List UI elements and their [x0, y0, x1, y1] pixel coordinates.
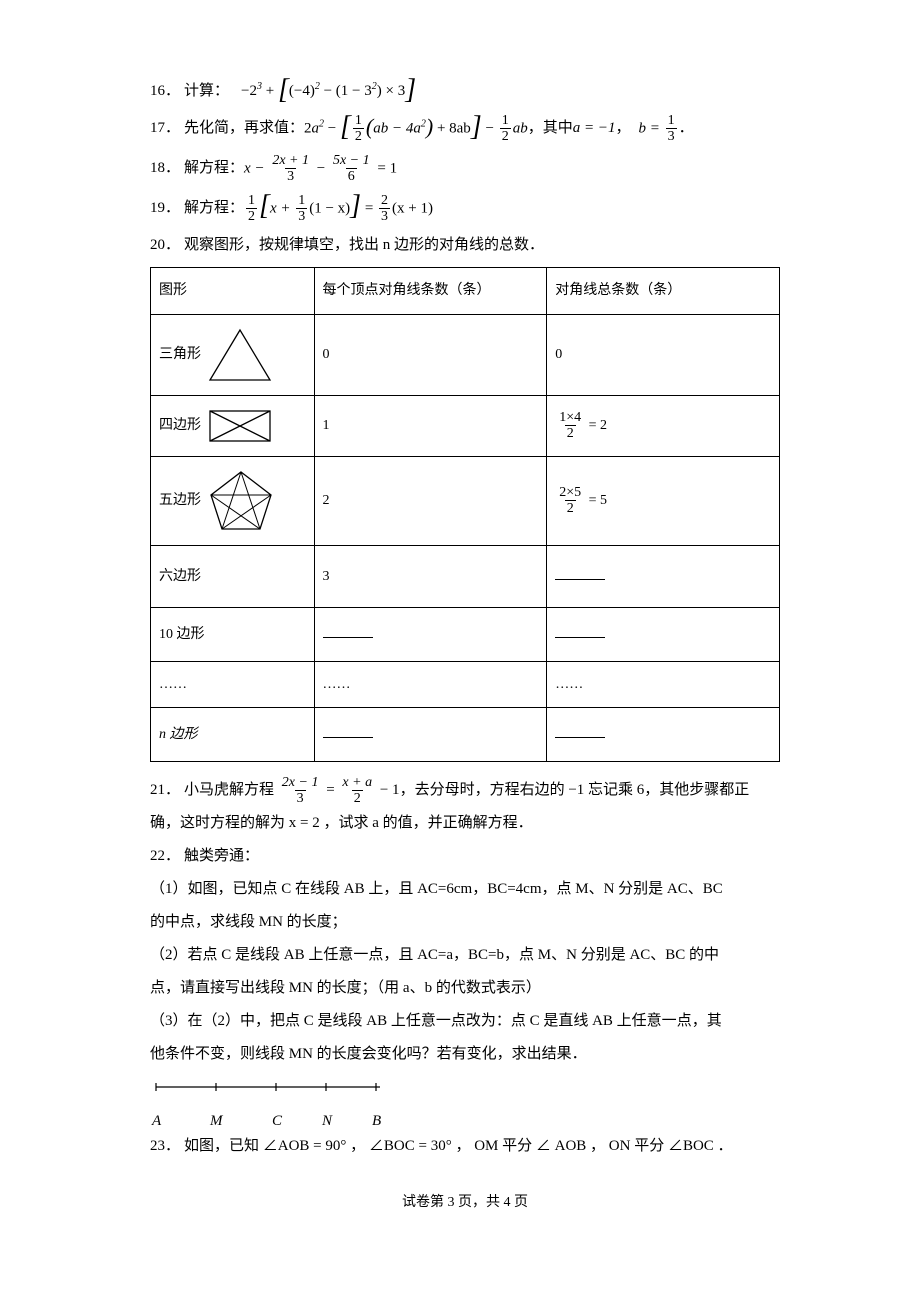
- question-18: 18． 解方程： x − 2x + 13 − 5x − 16 = 1: [150, 153, 780, 185]
- question-17: 17． 先化简，再求值： 2a2 − [12(ab − 4a2) + 8ab] …: [150, 113, 780, 145]
- cell: 0: [314, 314, 547, 395]
- q19-number: 19．: [150, 195, 180, 222]
- cell: n 边形: [151, 708, 315, 762]
- triangle-icon: [205, 325, 275, 385]
- q21-number: 21．: [150, 782, 180, 798]
- q21-line2: 确，这时方程的解为 x = 2 ，试求 a 的值，并正确解方程．: [150, 807, 780, 840]
- cell-blank: [314, 708, 547, 762]
- quadrilateral-icon: [205, 406, 275, 446]
- q17-number: 17．: [150, 115, 180, 142]
- cell: 2×52 = 5: [547, 456, 780, 545]
- table-row: …… …… ……: [151, 661, 780, 707]
- q19-label: 解方程：: [184, 195, 244, 222]
- table-row: n 边形: [151, 708, 780, 762]
- segment-icon: [150, 1077, 390, 1111]
- table-header-row: 图形 每个顶点对角线条数（条） 对角线总条数（条）: [151, 268, 780, 314]
- label-C: C: [272, 1105, 282, 1138]
- q22-p2: （2）若点 C 是线段 AB 上任意一点，且 AC=a，BC=b，点 M、N 分…: [150, 939, 780, 972]
- cell: ……: [547, 661, 780, 707]
- q17-where: ，其中: [528, 115, 573, 142]
- cell: 1: [314, 395, 547, 456]
- cell: 3: [314, 545, 547, 607]
- q17-expr: 2a2 − [12(ab − 4a2) + 8ab] − 12ab: [304, 113, 528, 145]
- table-row: 10 边形: [151, 607, 780, 661]
- q22-p3: （3）在（2）中，把点 C 是线段 AB 上任意一点改为：点 C 是直线 AB …: [150, 1005, 780, 1038]
- q17-aval: a = −1: [573, 115, 616, 142]
- label-N: N: [322, 1105, 332, 1138]
- q22-number: 22．: [150, 848, 180, 864]
- q17-bval: b = 13: [638, 113, 678, 145]
- question-21: 21．小马虎解方程 2x − 13 = x + a2 − 1，去分母时，方程右边…: [150, 774, 780, 840]
- q22-p1b: 的中点，求线段 MN 的长度；: [150, 906, 780, 939]
- q22-p2b: 点，请直接写出线段 MN 的长度；（用 a、b 的代数式表示）: [150, 972, 780, 1005]
- q22-p3b: 他条件不变，则线段 MN 的长度会变化吗？若有变化，求出结果．: [150, 1038, 780, 1071]
- question-19: 19． 解方程： 12[x + 13(1 − x)] = 23(x + 1): [150, 193, 780, 225]
- label-M: M: [210, 1105, 223, 1138]
- q20-text: 观察图形，按规律填空，找出 n 边形的对角线的总数．: [184, 232, 544, 259]
- q23-text: 如图，已知 ∠AOB = 90° ， ∠BOC = 30° ， OM 平分 ∠ …: [184, 1133, 733, 1160]
- cell: 0: [547, 314, 780, 395]
- cell-pentagon: 五边形: [151, 456, 315, 545]
- pentagon-icon: [205, 467, 277, 535]
- cell: ……: [151, 661, 315, 707]
- cell: 10 边形: [151, 607, 315, 661]
- table-row: 五边形 2 2×52 = 5: [151, 456, 780, 545]
- q18-label: 解方程：: [184, 155, 244, 182]
- q16-expr: −23 + [(−4)2 − (1 − 32) × 3]: [241, 78, 416, 105]
- cell-blank: [547, 545, 780, 607]
- cell-quad: 四边形: [151, 395, 315, 456]
- page-footer: 试卷第 3 页，共 4 页: [150, 1190, 780, 1215]
- header-total: 对角线总条数（条）: [547, 268, 780, 314]
- cell: 六边形: [151, 545, 315, 607]
- cell: 1×42 = 2: [547, 395, 780, 456]
- q22-title: 触类旁通：: [184, 848, 259, 864]
- label-B: B: [372, 1105, 381, 1138]
- cell-blank: [314, 607, 547, 661]
- table-row: 三角形 0 0: [151, 314, 780, 395]
- q16-label: 计算：: [184, 78, 229, 105]
- question-16: 16． 计算： −23 + [(−4)2 − (1 − 32) × 3]: [150, 78, 780, 105]
- q19-expr: 12[x + 13(1 − x)] = 23(x + 1): [244, 193, 433, 225]
- q20-number: 20．: [150, 232, 180, 259]
- q17-label: 先化简，再求值：: [184, 115, 304, 142]
- label-A: A: [152, 1105, 161, 1138]
- table-row: 四边形 1 1×42 = 2: [151, 395, 780, 456]
- q18-number: 18．: [150, 155, 180, 182]
- cell: ……: [314, 661, 547, 707]
- q16-number: 16．: [150, 78, 180, 105]
- q22-p1: （1）如图，已知点 C 在线段 AB 上，且 AC=6cm，BC=4cm，点 M…: [150, 873, 780, 906]
- header-per-vertex: 每个顶点对角线条数（条）: [314, 268, 547, 314]
- table-row: 六边形 3: [151, 545, 780, 607]
- line-segment-diagram: A M C N B: [150, 1077, 780, 1125]
- cell-blank: [547, 607, 780, 661]
- question-23: 23． 如图，已知 ∠AOB = 90° ， ∠BOC = 30° ， OM 平…: [150, 1133, 780, 1160]
- cell-triangle: 三角形: [151, 314, 315, 395]
- diagonal-table: 图形 每个顶点对角线条数（条） 对角线总条数（条） 三角形 0 0 四边形 1 …: [150, 267, 780, 762]
- question-20: 20． 观察图形，按规律填空，找出 n 边形的对角线的总数．: [150, 232, 780, 259]
- cell-blank: [547, 708, 780, 762]
- cell: 2: [314, 456, 547, 545]
- question-22: 22．触类旁通： （1）如图，已知点 C 在线段 AB 上，且 AC=6cm，B…: [150, 840, 780, 1125]
- q18-expr: x − 2x + 13 − 5x − 16 = 1: [244, 153, 397, 185]
- header-shape: 图形: [151, 268, 315, 314]
